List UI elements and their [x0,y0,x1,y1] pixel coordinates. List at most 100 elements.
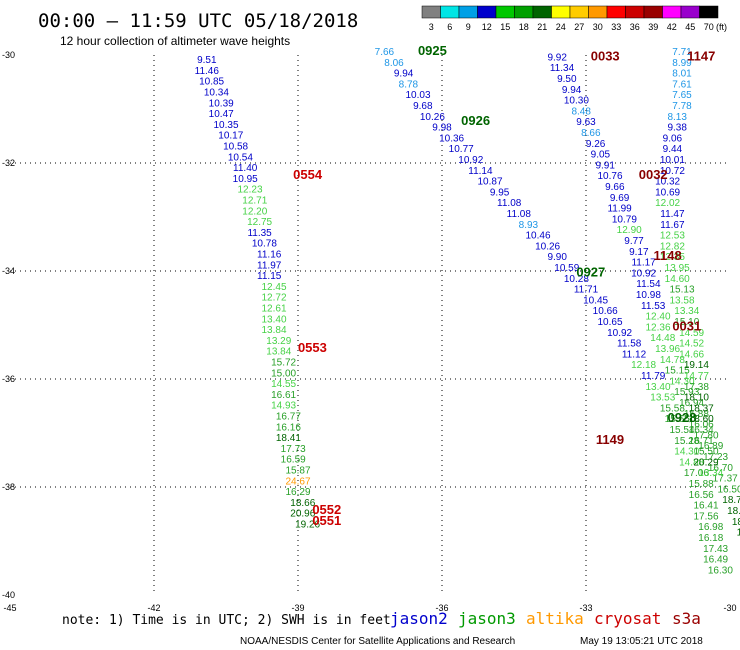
wave-height-label: 10.30 [564,96,589,107]
tick-labels: -45 -42 -39 -36 -33 -30 -30 -32 -34 -36 -38 -40 [2,50,737,613]
wave-height-label: 10.66 [593,306,618,317]
legend-swatch [606,5,626,19]
wave-height-label: 20.96 [290,509,315,520]
wave-height-label: 9.26 [586,139,606,150]
wave-height-label: 17.56 [693,511,718,522]
legend-swatch [477,5,497,19]
y-tick-label: -30 [2,50,15,60]
wave-height-label: 16.98 [698,522,723,533]
wave-height-label: 16.34 [689,425,714,436]
wave-height-label: 11.46 [195,66,220,77]
wave-height-label: 18.66 [290,498,315,509]
wave-height-label: 13.34 [698,468,723,479]
wave-height-label: 8.93 [519,220,539,231]
pass-time-label: 1149 [596,432,624,447]
wave-height-label: 10.39 [209,98,234,109]
legend-swatch [551,5,571,19]
wave-height-label: 13.40 [645,382,670,393]
wave-height-label: 14.30 [669,376,694,387]
legend-bin-label: 12 [482,22,492,32]
wave-height-label: 16.71 [689,436,714,447]
wave-height-label: 9.69 [610,193,630,204]
x-tick-label: -30 [723,603,736,613]
wave-height-label: 16.94 [679,398,704,409]
wave-height-label: 15.58 [660,403,685,414]
wave-height-label: 9.44 [663,144,683,155]
wave-height-label: 13.84 [266,347,291,358]
wave-height-label: 14.93 [271,401,296,412]
legend-bin-label: 6 [447,22,452,32]
wave-height-label: 13.96 [655,344,680,355]
legend-bin-label: 33 [611,22,621,32]
wave-height-label: 15.88 [684,409,709,420]
wave-height-label: 16.56 [689,490,714,501]
wave-height-label: 18.55 [737,528,740,539]
legend-bin-label: 45 [685,22,695,32]
wave-height-label: 12.61 [261,304,286,315]
wave-height-label: 10.01 [660,155,685,166]
wave-height-label: 10.54 [228,152,253,163]
wave-height-label: 10.26 [535,241,560,252]
legend-bin-label: 9 [466,22,471,32]
wave-height-label: 9.92 [547,52,567,63]
footer-credit: NOAA/NESDIS Center for Satellite Applica… [240,636,515,647]
wave-height-label: 12.82 [660,241,685,252]
pass-time-label: 0553 [298,340,327,355]
wave-height-label: 12.72 [261,293,286,304]
pass-time-label: 0925 [418,43,447,58]
legend-bin-label: 42 [667,22,677,32]
legend-bin-label: 27 [574,22,584,32]
pass-time-label: 0928 [668,410,697,425]
wave-height-label: 9.68 [413,101,433,112]
wave-height-label: 14.60 [665,274,690,285]
wave-height-label: 9.38 [667,123,687,134]
wave-height-label: 15.93 [674,387,699,398]
wave-height-label: 8.78 [399,79,419,90]
color-legend: 3 6 9 12 15 18 21 24 27 30 33 36 39 42 45 70 [421,5,719,32]
wave-height-label: 14.59 [679,328,704,339]
wave-height-label: 12.45 [261,282,286,293]
wave-height-label: 9.95 [490,187,510,198]
wave-height-label: 9.50 [557,74,577,85]
pass-time-label: 0554 [293,167,323,182]
wave-height-label: 12.35 [660,252,685,263]
wave-height-label: 10.92 [607,328,632,339]
legend-swatch [662,5,682,19]
wave-height-label: 16.18 [698,533,723,544]
wave-height-label: 16.77 [276,412,301,423]
wave-height-label: 8.48 [571,106,591,117]
series-jason2: 9.5111.4610.8510.3410.3910.4710.3510.171… [195,55,321,530]
wave-height-label: 10.34 [204,88,229,99]
wave-height-label: 18.41 [276,433,301,444]
wave-height-label: 15.87 [285,466,310,477]
wave-height-label: 11.17 [631,258,656,269]
wave-height-label: 17.43 [703,544,728,555]
wave-height-label: 10.72 [660,166,685,177]
wave-height-label: 20.29 [693,457,718,468]
wave-height-label: 15.00 [271,368,296,379]
wave-height-label: 24.67 [285,476,310,487]
legend-swatch [588,5,608,19]
wave-height-label: 17.73 [281,444,306,455]
legend-swatch [440,5,460,19]
legend-bin-label: 21 [537,22,547,32]
wave-height-label: 11.79 [641,371,666,382]
x-tick-label: -45 [3,603,16,613]
wave-height-label: 16.89 [698,441,723,452]
wave-height-label: 12.23 [237,185,262,196]
wave-height-label: 11.58 [617,339,642,350]
mission-jason3: jason3 [458,609,516,628]
wave-height-label: 7.65 [672,90,692,101]
wave-height-label: 17.23 [703,452,728,463]
legend-bin-label: 18 [519,22,529,32]
wave-height-label: 11.67 [660,220,685,231]
legend-swatch [569,5,589,19]
wave-height-label: 8.66 [581,128,601,139]
wave-height-label: 11.71 [574,285,599,296]
wave-height-label: 12.20 [242,206,267,217]
x-tick-label: -39 [291,603,304,613]
wave-height-label: 14.66 [679,349,704,360]
wave-height-label: 11.53 [641,301,666,312]
